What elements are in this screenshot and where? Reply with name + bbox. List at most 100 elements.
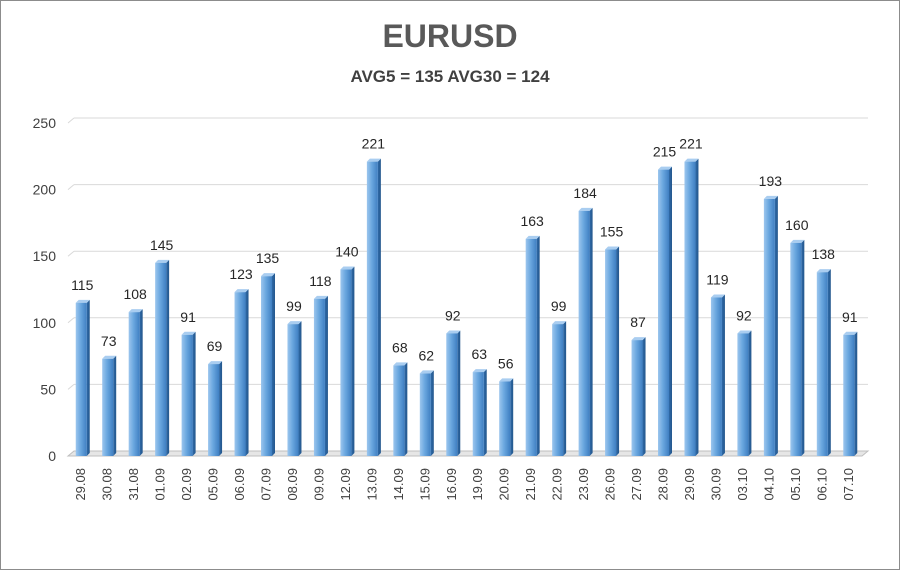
bar-top: [763, 195, 778, 199]
data-label: 62: [419, 347, 435, 363]
bar-side: [430, 370, 434, 456]
x-tick-label: 30.09: [708, 468, 723, 501]
bar-side: [219, 361, 223, 456]
x-tick-label: 15.09: [417, 468, 432, 501]
bar: [261, 276, 272, 456]
bar-top: [684, 158, 699, 162]
bar-top: [525, 235, 540, 239]
x-tick-label: 13.09: [364, 468, 379, 501]
x-tick-label: 26.09: [603, 468, 618, 501]
bar: [605, 249, 617, 456]
bar: [313, 298, 325, 456]
bar-side: [377, 158, 381, 457]
data-label: 140: [335, 244, 359, 260]
bar-top: [419, 370, 434, 374]
x-tick-label: 12.09: [338, 468, 353, 501]
x-tick-label: 08.09: [285, 468, 300, 501]
bar: [393, 365, 405, 456]
bar: [790, 242, 802, 456]
bar-side: [245, 289, 249, 456]
x-tick-label: 29.08: [73, 468, 88, 501]
bar-side: [589, 207, 593, 456]
x-tick-label: 19.09: [470, 468, 485, 501]
x-tick-label: 20.09: [497, 468, 512, 501]
bar-top: [631, 337, 646, 341]
data-label: 99: [551, 298, 567, 314]
x-tick-label: 31.08: [126, 468, 141, 501]
data-label: 92: [445, 307, 461, 323]
data-label: 145: [150, 237, 174, 253]
bar-top: [102, 355, 117, 359]
x-tick-label: 06.09: [232, 468, 247, 501]
gridline-depth: [67, 384, 75, 390]
bar: [366, 161, 378, 457]
bar-top: [472, 369, 487, 373]
bar: [525, 238, 537, 456]
x-tick-label: 07.10: [841, 468, 856, 501]
bar-top: [658, 166, 672, 170]
bar-top: [181, 331, 196, 335]
bar-side: [616, 246, 620, 456]
bar-top: [605, 246, 620, 250]
x-axis: 29.08 30.08 31.08 01.09 02.09 05.09 06.09 07.09…: [73, 468, 856, 501]
bar-top: [366, 158, 381, 162]
bar: [128, 312, 140, 456]
x-tick-label: 28.09: [656, 468, 671, 501]
bar-top: [128, 309, 143, 313]
y-tick-label: 0: [48, 448, 56, 464]
data-label: 108: [123, 286, 147, 302]
bar-side: [166, 259, 170, 456]
bar-top: [287, 321, 302, 325]
x-tick-label: 02.09: [179, 468, 194, 501]
bar: [763, 198, 775, 456]
data-label: 68: [392, 339, 408, 355]
bar: [684, 161, 696, 457]
y-axis: 0 50 100 150 200 250: [33, 115, 57, 464]
data-label: 92: [736, 307, 752, 323]
bar-side: [192, 331, 196, 456]
gridline-depth: [67, 184, 75, 190]
data-label: 215: [653, 144, 677, 160]
data-label: 115: [71, 277, 94, 293]
bar-side: [669, 166, 672, 456]
bar-top: [446, 330, 461, 334]
bar-side: [483, 369, 487, 456]
bar: [155, 262, 167, 456]
bar-top: [499, 378, 514, 382]
x-tick-label: 30.08: [100, 468, 115, 501]
bar: [816, 272, 828, 456]
data-label: 135: [256, 250, 280, 266]
chart-title: EURUSD: [382, 18, 518, 54]
y-tick-label: 100: [33, 315, 57, 331]
bar-top: [155, 259, 170, 263]
bar: [737, 333, 749, 456]
bar-side: [404, 362, 408, 456]
x-tick-label: 27.09: [629, 468, 644, 501]
bar-top: [261, 273, 275, 277]
bar-side: [827, 269, 831, 456]
data-label: 99: [286, 298, 302, 314]
x-tick-label: 03.10: [735, 468, 750, 501]
bar-top: [340, 266, 355, 270]
bar: [446, 333, 458, 456]
bar: [102, 358, 114, 456]
bar: [472, 372, 484, 456]
data-label: 73: [101, 333, 117, 349]
gridline-depth: [67, 250, 75, 257]
bar-side: [536, 235, 540, 456]
data-label: 91: [180, 309, 196, 325]
bar: [631, 340, 643, 456]
data-label: 221: [679, 136, 703, 152]
bar-side: [351, 266, 355, 456]
bar-side: [272, 273, 275, 456]
data-label: 193: [759, 173, 783, 189]
x-tick-label: 21.09: [523, 468, 538, 501]
gridline-depth: [67, 117, 75, 124]
data-label: 138: [812, 246, 836, 262]
x-tick-label: 07.09: [259, 468, 274, 501]
bar-top: [737, 330, 752, 334]
x-tick-label: 16.09: [444, 468, 459, 501]
data-label: 184: [573, 185, 597, 201]
